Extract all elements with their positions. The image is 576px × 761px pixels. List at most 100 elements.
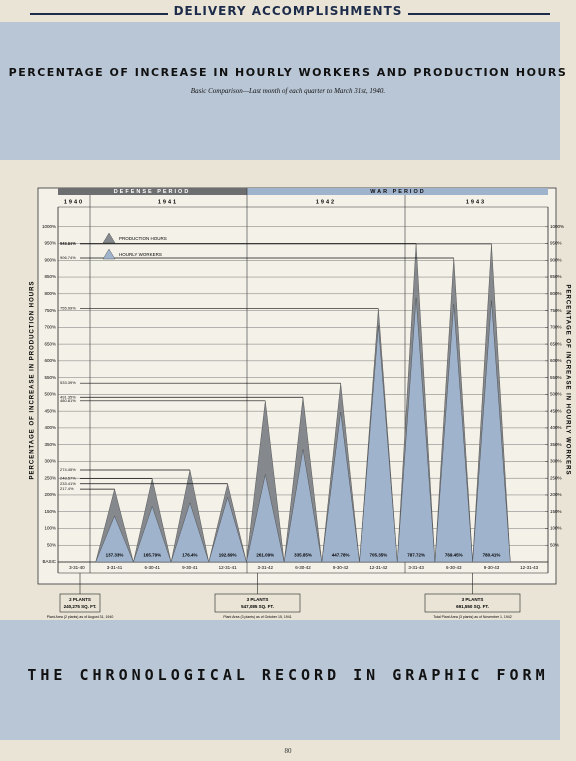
spike bbox=[246, 474, 285, 563]
period-label: WAR PERIOD bbox=[370, 189, 425, 195]
x-tick-label: 9-30-41 bbox=[182, 565, 198, 570]
y-tick-label: 500% bbox=[44, 392, 56, 397]
y2-tick-label: 750% bbox=[550, 308, 562, 313]
spike bbox=[434, 304, 473, 563]
x-tick-label: 12-31-42 bbox=[369, 565, 388, 570]
y2-tick-label: 900% bbox=[550, 257, 562, 262]
value-label-bg bbox=[365, 552, 392, 559]
period-label: DEFENSE PERIOD bbox=[114, 189, 191, 195]
spike bbox=[359, 325, 398, 563]
plant-box bbox=[59, 593, 101, 613]
value-label: 447.78% bbox=[332, 553, 350, 558]
y-tick-label: 150% bbox=[44, 509, 56, 514]
page-number: 80 bbox=[284, 747, 292, 755]
x-tick-label: 6-30-43 bbox=[446, 565, 462, 570]
value-label: 948.84% bbox=[60, 241, 76, 246]
plant-area: 240,275 SQ. FT. bbox=[64, 604, 97, 609]
y-tick-label: 100% bbox=[44, 526, 56, 531]
spike bbox=[397, 297, 436, 563]
value-label-bg bbox=[327, 552, 354, 559]
y-tick-label: 250% bbox=[44, 475, 56, 480]
y2-tick-label: 100% bbox=[550, 526, 562, 531]
y2-tick-label: 850% bbox=[550, 274, 562, 279]
value-label-bg bbox=[290, 552, 316, 559]
value-label-bg bbox=[101, 552, 128, 559]
plant-note: Total Plant Area (3 plants) as of Novemb… bbox=[433, 615, 511, 619]
y2-tick-label: 650% bbox=[550, 341, 562, 346]
value-label-bg bbox=[478, 552, 505, 559]
y-tick-label: 800% bbox=[44, 291, 56, 296]
y-tick-label: 900% bbox=[44, 257, 56, 262]
value-label-bg bbox=[440, 552, 467, 559]
value-label: 906.74% bbox=[60, 255, 76, 260]
y-tick-label: 50% bbox=[47, 542, 56, 547]
value-label: 261.09% bbox=[256, 553, 274, 558]
plant-area: 547,085 SQ. FT. bbox=[241, 604, 274, 609]
y-tick-label: 350% bbox=[44, 442, 56, 447]
value-label: 176.4% bbox=[182, 553, 197, 558]
value-label: 949.61% bbox=[60, 241, 76, 246]
value-label-bg bbox=[214, 552, 241, 559]
y2-tick-label: 50% bbox=[550, 542, 559, 547]
legend-swatch bbox=[102, 232, 116, 244]
value-label-bg bbox=[252, 552, 279, 559]
y-tick-label: 950% bbox=[44, 241, 56, 246]
y2-tick-label: 500% bbox=[550, 392, 562, 397]
plant-note: Plant Area (3 plants) as of October 15, … bbox=[223, 615, 291, 619]
value-label: 165.79% bbox=[143, 553, 161, 558]
y2-tick-label: 550% bbox=[550, 375, 562, 380]
value-label: 755.99% bbox=[60, 306, 76, 311]
spike bbox=[321, 411, 360, 563]
x-tick-label: 12-31-41 bbox=[219, 565, 238, 570]
war-band bbox=[247, 188, 548, 195]
value-label: 137.33% bbox=[106, 553, 124, 558]
y2-tick-label: 350% bbox=[550, 442, 562, 447]
y2-tick-label: 600% bbox=[550, 358, 562, 363]
year-label: 1940 bbox=[64, 199, 84, 205]
year-label: 1943 bbox=[466, 199, 486, 205]
value-label: 192.69% bbox=[219, 553, 237, 558]
value-label: 491.35% bbox=[60, 394, 76, 399]
y-axis-title: PERCENTAGE OF INCREASE IN PRODUCTION HOU… bbox=[30, 281, 36, 480]
spike bbox=[283, 449, 323, 563]
spike bbox=[208, 496, 247, 563]
value-label: 533.39% bbox=[60, 380, 76, 385]
value-label: 217.4% bbox=[60, 486, 74, 491]
y2-tick-label: 200% bbox=[550, 492, 562, 497]
top-band bbox=[0, 22, 560, 160]
x-tick-label: 3-31-40 bbox=[69, 565, 85, 570]
y2-axis-title: PERCENTAGE OF INCREASE IN HOURLY WORKERS bbox=[564, 285, 570, 476]
y-tick-label: 600% bbox=[44, 358, 56, 363]
bottom-band bbox=[0, 620, 560, 740]
value-label: 769.45% bbox=[445, 553, 463, 558]
y2-tick-label: 700% bbox=[550, 325, 562, 330]
spike bbox=[472, 300, 511, 563]
y2-tick-label: 300% bbox=[550, 459, 562, 464]
x-tick-label: 6-30-41 bbox=[144, 565, 160, 570]
y-tick-label: 850% bbox=[44, 274, 56, 279]
x-tick-label: 3-31-41 bbox=[107, 565, 123, 570]
y2-tick-label: 450% bbox=[550, 408, 562, 413]
y2-tick-label: 250% bbox=[550, 475, 562, 480]
y-tick-label: 750% bbox=[44, 308, 56, 313]
x-tick-label: 6-30-42 bbox=[295, 565, 311, 570]
x-tick-label: 9-30-42 bbox=[333, 565, 349, 570]
y2-tick-label: 400% bbox=[550, 425, 562, 430]
plant-area: 691,550 SQ. FT. bbox=[456, 604, 489, 609]
plant-title: 3 PLANTS bbox=[247, 597, 269, 602]
y2-tick-label: 150% bbox=[550, 509, 562, 514]
y-tick-label: 550% bbox=[44, 375, 56, 380]
value-label: 248.57% bbox=[60, 476, 76, 481]
spike bbox=[95, 515, 134, 563]
y-tick-label: 700% bbox=[44, 325, 56, 330]
value-label: 780.41% bbox=[483, 553, 501, 558]
x-tick-label: 9-30-43 bbox=[484, 565, 500, 570]
legend-swatch bbox=[102, 248, 116, 260]
plant-box bbox=[424, 593, 521, 613]
y-tick-label: 450% bbox=[44, 408, 56, 413]
chart-title: PERCENTAGE OF INCREASE IN HOURLY WORKERS… bbox=[8, 66, 568, 79]
y-tick-label: 650% bbox=[44, 341, 56, 346]
plant-title: 2 PLANTS bbox=[69, 597, 91, 602]
year-label: 1942 bbox=[316, 199, 336, 205]
